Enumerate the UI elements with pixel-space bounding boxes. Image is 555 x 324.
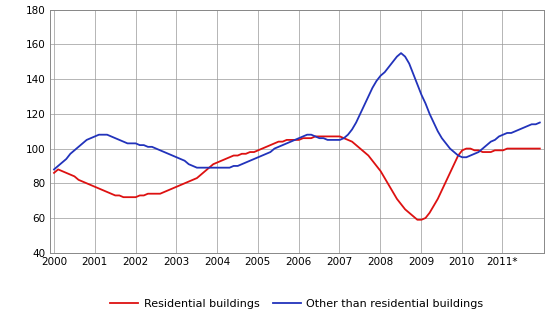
Other than residential buildings [537,121,543,124]
Other than residential buildings [438,136,445,140]
Residential buildings [390,190,396,194]
Residential buildings [153,192,159,196]
Other than residential buildings [51,168,57,171]
Other than residential buildings [524,124,531,128]
Line: Residential buildings: Residential buildings [54,136,540,220]
Legend: Residential buildings, Other than residential buildings: Residential buildings, Other than reside… [106,295,488,314]
Residential buildings [528,147,535,151]
Other than residential buildings [320,136,327,140]
Residential buildings [51,171,57,175]
Residential buildings [537,147,543,151]
Other than residential buildings [385,65,392,69]
Other than residential buildings [398,51,405,55]
Residential buildings [312,134,319,138]
Residential buildings [442,179,449,183]
Line: Other than residential buildings: Other than residential buildings [54,53,540,169]
Other than residential buildings [153,147,159,151]
Residential buildings [414,218,421,222]
Residential buildings [324,134,331,138]
Other than residential buildings [181,159,188,163]
Residential buildings [181,181,188,185]
